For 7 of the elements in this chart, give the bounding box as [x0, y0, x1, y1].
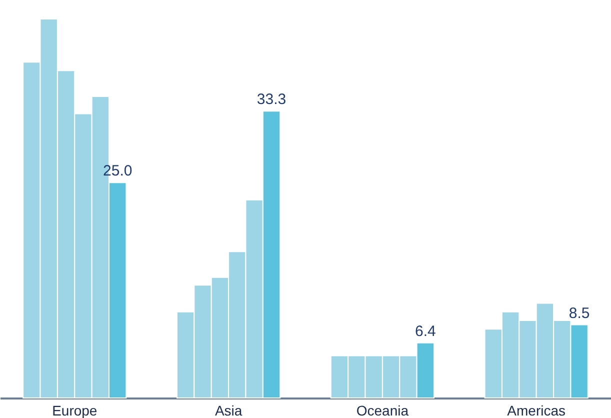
- data-label: 6.4: [414, 322, 436, 340]
- x-tick-label: Oceania: [356, 402, 409, 418]
- data-label: 33.3: [256, 91, 286, 108]
- data-label: 25.0: [103, 162, 132, 180]
- data-label: 8.5: [568, 304, 590, 322]
- x-tick-label: Asia: [214, 402, 242, 418]
- x-tick-label: Americas: [507, 402, 566, 418]
